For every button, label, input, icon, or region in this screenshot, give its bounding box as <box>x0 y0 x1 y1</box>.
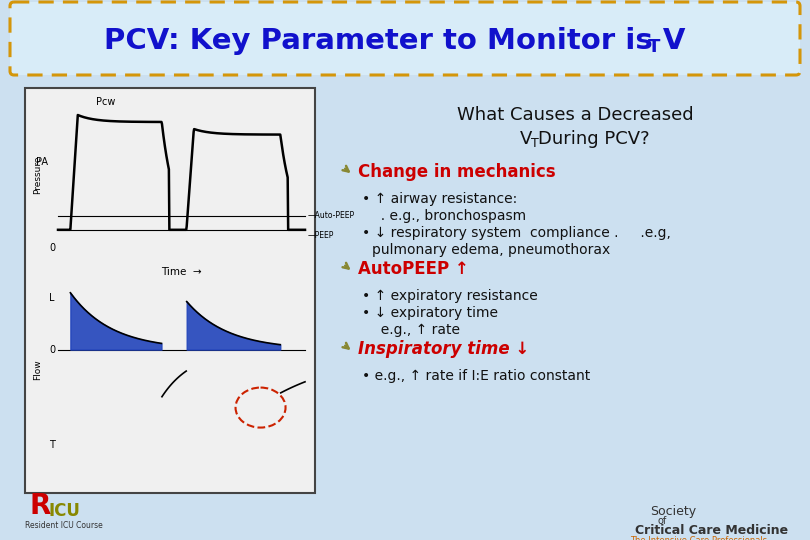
Text: Resident ICU Course: Resident ICU Course <box>25 521 103 530</box>
Text: What Causes a Decreased: What Causes a Decreased <box>457 106 693 124</box>
Text: Pressure: Pressure <box>33 156 42 194</box>
Text: • ↑ airway resistance:: • ↑ airway resistance: <box>362 192 518 206</box>
FancyBboxPatch shape <box>25 88 315 493</box>
Text: T: T <box>531 137 539 150</box>
Text: • ↓ expiratory time: • ↓ expiratory time <box>362 306 498 320</box>
Text: Society: Society <box>650 505 696 518</box>
FancyBboxPatch shape <box>10 2 800 75</box>
Text: pulmonary edema, pneumothorax: pulmonary edema, pneumothorax <box>372 243 610 257</box>
Text: Time  →: Time → <box>161 267 202 277</box>
Text: T: T <box>49 440 55 450</box>
Text: Change in mechanics: Change in mechanics <box>358 163 556 181</box>
Text: • ↑ expiratory resistance: • ↑ expiratory resistance <box>362 289 538 303</box>
Text: T: T <box>648 38 660 56</box>
Text: • e.g., ↑ rate if I:E ratio constant: • e.g., ↑ rate if I:E ratio constant <box>362 369 590 383</box>
Text: • ↓ respiratory system  compliance .     .e.g,: • ↓ respiratory system compliance . .e.g… <box>362 226 671 240</box>
Text: PA: PA <box>36 157 48 167</box>
Text: 0: 0 <box>49 345 55 355</box>
Text: L: L <box>49 293 55 303</box>
Text: of: of <box>658 516 667 526</box>
Text: Inspiratory time ↓: Inspiratory time ↓ <box>358 340 529 358</box>
Text: —Auto-PEEP: —Auto-PEEP <box>308 211 355 220</box>
Text: 0: 0 <box>49 243 55 253</box>
Text: e.g., ↑ rate: e.g., ↑ rate <box>372 323 460 337</box>
Text: During PCV?: During PCV? <box>538 130 650 148</box>
Text: V: V <box>520 130 532 148</box>
Text: Pcw: Pcw <box>96 97 115 107</box>
Text: The Intensive Care Professionals: The Intensive Care Professionals <box>630 536 767 540</box>
Text: ICU: ICU <box>48 502 80 520</box>
Text: . e.g., bronchospasm: . e.g., bronchospasm <box>372 209 526 223</box>
Text: AutoPEEP ↑: AutoPEEP ↑ <box>358 260 469 278</box>
Text: R: R <box>30 492 51 520</box>
Text: Critical Care Medicine: Critical Care Medicine <box>635 524 788 537</box>
Text: —PEEP: —PEEP <box>308 231 335 240</box>
Text: Flow: Flow <box>33 360 42 380</box>
Text: PCV: Key Parameter to Monitor is V: PCV: Key Parameter to Monitor is V <box>104 27 686 55</box>
